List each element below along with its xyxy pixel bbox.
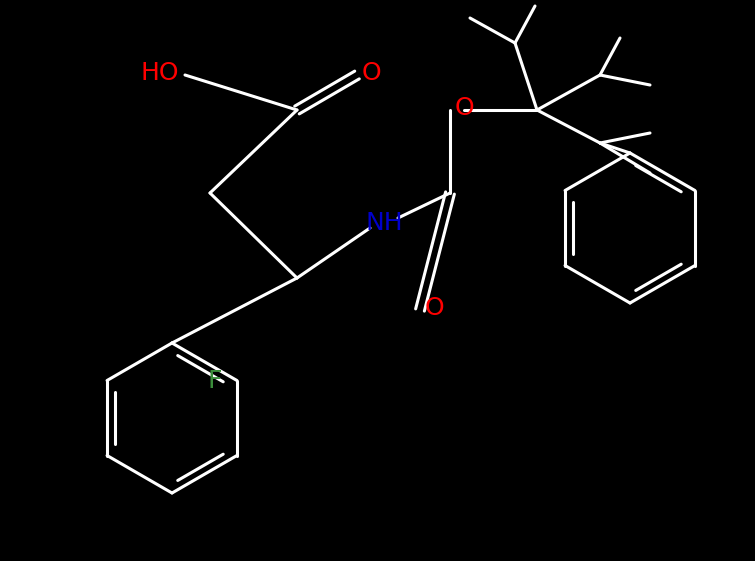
Text: NH: NH [365, 211, 403, 235]
Text: HO: HO [140, 61, 179, 85]
Text: O: O [361, 61, 381, 85]
Text: O: O [424, 296, 444, 320]
Text: F: F [208, 369, 222, 393]
Text: O: O [455, 96, 474, 120]
